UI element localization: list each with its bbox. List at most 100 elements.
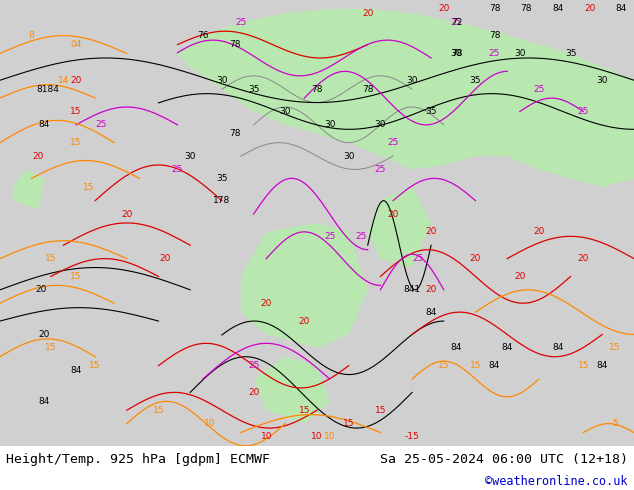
Text: 15: 15 (470, 361, 481, 370)
Text: 15: 15 (609, 343, 621, 352)
Text: 20: 20 (470, 254, 481, 263)
Text: 84: 84 (616, 4, 627, 13)
Text: 25: 25 (172, 165, 183, 174)
Text: 8: 8 (29, 31, 35, 40)
Text: ©weatheronline.co.uk: ©weatheronline.co.uk (485, 475, 628, 488)
Text: 15: 15 (45, 343, 56, 352)
Text: 84: 84 (425, 308, 437, 317)
Text: 20: 20 (36, 285, 47, 294)
Text: 35: 35 (470, 76, 481, 85)
Text: 30: 30 (184, 151, 196, 161)
Text: 78: 78 (229, 40, 240, 49)
Text: 25: 25 (533, 85, 545, 94)
Text: 25: 25 (96, 121, 107, 129)
Text: 78: 78 (489, 31, 500, 40)
Text: 30: 30 (597, 76, 608, 85)
Text: 84: 84 (552, 4, 564, 13)
Text: 25: 25 (387, 138, 399, 147)
Text: 20: 20 (248, 388, 259, 397)
Polygon shape (241, 223, 368, 348)
Text: 10: 10 (204, 419, 215, 428)
Text: 35: 35 (216, 174, 228, 183)
Text: 8184: 8184 (36, 85, 59, 94)
Text: 78: 78 (311, 85, 323, 94)
Text: 20: 20 (32, 151, 44, 161)
Text: 14: 14 (58, 76, 69, 85)
Text: 15: 15 (70, 107, 82, 116)
Text: 20: 20 (362, 9, 373, 18)
Text: 25: 25 (489, 49, 500, 58)
Text: 76: 76 (197, 31, 209, 40)
Text: 78: 78 (521, 4, 532, 13)
Text: 84: 84 (39, 121, 50, 129)
Text: 30: 30 (280, 107, 291, 116)
Text: 25: 25 (451, 18, 462, 27)
Text: Height/Temp. 925 hPa [gdpm] ECMWF: Height/Temp. 925 hPa [gdpm] ECMWF (6, 453, 270, 466)
Text: Sa 25-05-2024 06:00 UTC (12+18): Sa 25-05-2024 06:00 UTC (12+18) (380, 453, 628, 466)
Text: 25: 25 (413, 254, 424, 263)
Text: 30: 30 (514, 49, 526, 58)
Text: 84: 84 (501, 343, 513, 352)
Text: 20: 20 (438, 4, 450, 13)
Text: 15: 15 (89, 361, 101, 370)
Text: 15: 15 (70, 272, 82, 281)
Text: 30: 30 (375, 121, 386, 129)
Text: 78: 78 (451, 49, 462, 58)
Text: 04: 04 (70, 40, 82, 49)
Text: 20: 20 (387, 210, 399, 219)
Polygon shape (13, 170, 44, 210)
Text: 84: 84 (489, 361, 500, 370)
Polygon shape (0, 0, 634, 446)
Polygon shape (178, 9, 634, 187)
Text: 30: 30 (216, 76, 228, 85)
Text: -15: -15 (404, 433, 420, 441)
Text: 20: 20 (514, 272, 526, 281)
Text: 20: 20 (584, 4, 595, 13)
Text: 25: 25 (578, 107, 589, 116)
Text: 20: 20 (261, 299, 272, 308)
Text: 84: 84 (451, 343, 462, 352)
Text: 25: 25 (356, 232, 367, 241)
Text: 20: 20 (121, 210, 133, 219)
Text: 20: 20 (425, 227, 437, 236)
Text: 20: 20 (39, 330, 50, 339)
Text: 35: 35 (248, 85, 259, 94)
Text: 20: 20 (159, 254, 171, 263)
Text: 35: 35 (565, 49, 576, 58)
Text: 30: 30 (406, 76, 418, 85)
Text: 15: 15 (83, 183, 94, 192)
Text: 20: 20 (578, 254, 589, 263)
Text: 84: 84 (552, 343, 564, 352)
Text: 25: 25 (324, 232, 335, 241)
Text: 15: 15 (578, 361, 589, 370)
Text: 20: 20 (425, 285, 437, 294)
Text: 15: 15 (70, 138, 82, 147)
Text: 20: 20 (533, 227, 545, 236)
Text: 30: 30 (324, 121, 335, 129)
Text: 20: 20 (70, 76, 82, 85)
Polygon shape (368, 187, 431, 268)
Text: 5: 5 (612, 419, 618, 428)
Text: 15: 15 (45, 254, 56, 263)
Text: 25: 25 (235, 18, 247, 27)
Text: 15: 15 (438, 361, 450, 370)
Text: 30: 30 (343, 151, 354, 161)
Text: 35: 35 (425, 107, 437, 116)
Text: 178: 178 (213, 196, 231, 205)
Text: 10: 10 (261, 433, 272, 441)
Text: 841: 841 (403, 285, 421, 294)
Text: 10: 10 (311, 433, 323, 441)
Text: 84: 84 (597, 361, 608, 370)
Text: 15: 15 (299, 406, 310, 415)
Text: 15: 15 (375, 406, 386, 415)
Text: 10: 10 (324, 433, 335, 441)
Polygon shape (254, 357, 330, 423)
Text: 20: 20 (299, 317, 310, 325)
Text: 15: 15 (153, 406, 164, 415)
Text: 72: 72 (451, 18, 462, 27)
Text: 25: 25 (375, 165, 386, 174)
Text: 78: 78 (489, 4, 500, 13)
Text: 78: 78 (229, 129, 240, 138)
Text: 84: 84 (39, 397, 50, 406)
Text: 30: 30 (451, 49, 462, 58)
